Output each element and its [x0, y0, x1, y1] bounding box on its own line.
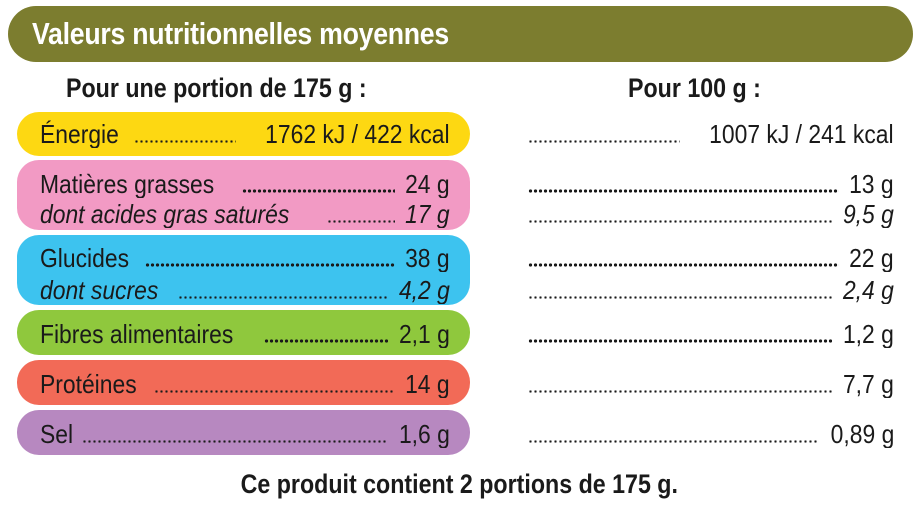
energie-portion-value: 1762 kJ / 422 kcal	[265, 119, 450, 148]
sucres-label: dont sucres	[40, 275, 159, 304]
energie-pill	[17, 112, 470, 156]
sucres-row-portion: dont sucres 4,2 g	[40, 272, 450, 304]
glucides-label: Glucides	[40, 243, 130, 272]
leader-dots	[528, 440, 818, 443]
proteines-row-portion: Protéines 14 g	[40, 366, 450, 398]
sel-row-portion: Sel 1,6 g	[40, 416, 450, 448]
leader-dots	[178, 296, 389, 299]
glucides-row-portion: Glucides 38 g	[40, 240, 450, 272]
sel-label: Sel	[40, 419, 74, 448]
acides-gras-row-portion: dont acides gras saturés 17 g	[40, 196, 450, 228]
sel-row-100g: 0,89 g	[524, 416, 894, 448]
glucides-row-100g: 22 g	[524, 240, 894, 272]
leader-dots	[528, 339, 833, 343]
fibres-portion-value: 2,1 g	[399, 319, 450, 348]
leader-dots	[145, 263, 396, 267]
glucides-100g-value: 22 g	[849, 243, 894, 272]
matieres-grasses-100g-value: 13 g	[849, 169, 894, 198]
sucres-100g-value: 2,4 g	[843, 275, 894, 304]
fibres-pill	[17, 310, 470, 355]
matieres-grasses-pill	[17, 160, 470, 230]
leader-dots	[528, 220, 833, 223]
portions-note-text: Ce produit contient 2 portions de 175 g.	[240, 469, 679, 499]
leader-dots	[528, 140, 681, 143]
proteines-label: Protéines	[40, 369, 137, 398]
proteines-100g-value: 7,7 g	[843, 369, 894, 398]
energie-row-100g: 1007 kJ / 241 kcal	[524, 116, 894, 148]
fibres-label: Fibres alimentaires	[40, 319, 234, 348]
leader-dots	[241, 189, 396, 193]
glucides-pill	[17, 235, 470, 305]
fibres-100g-value: 1,2 g	[843, 319, 894, 348]
matieres-grasses-label: Matières grasses	[40, 169, 215, 198]
page-title: Valeurs nutritionnelles moyennes	[32, 16, 449, 51]
fibres-row-100g: 1,2 g	[524, 316, 894, 348]
sel-pill	[17, 410, 470, 455]
leader-dots	[81, 440, 389, 443]
sel-100g-value: 0,89 g	[830, 419, 894, 448]
energie-row-portion: Énergie 1762 kJ / 422 kcal	[40, 116, 450, 148]
leader-dots	[263, 339, 389, 343]
sel-portion-value: 1,6 g	[399, 419, 450, 448]
proteines-pill	[17, 360, 470, 405]
fibres-row-portion: Fibres alimentaires 2,1 g	[40, 316, 450, 348]
acides-gras-100g-value: 9,5 g	[843, 199, 894, 228]
sucres-row-100g: 2,4 g	[524, 272, 894, 304]
energie-100g-value: 1007 kJ / 241 kcal	[709, 119, 894, 148]
header-per-100g: Pour 100 g :	[628, 73, 761, 103]
proteines-portion-value: 14 g	[405, 369, 450, 398]
leader-dots	[528, 390, 833, 393]
portions-note: Ce produit contient 2 portions de 175 g.	[0, 466, 919, 502]
leader-dots	[528, 189, 840, 193]
leader-dots	[528, 263, 840, 267]
title-bar: Valeurs nutritionnelles moyennes	[8, 6, 913, 62]
acides-gras-label: dont acides gras saturés	[40, 199, 290, 228]
matieres-grasses-row-portion: Matières grasses 24 g	[40, 166, 450, 198]
header-per-portion: Pour une portion de 175 g :	[66, 73, 367, 103]
matieres-grasses-portion-value: 24 g	[405, 169, 450, 198]
glucides-portion-value: 38 g	[405, 243, 450, 272]
proteines-row-100g: 7,7 g	[524, 366, 894, 398]
leader-dots	[528, 296, 833, 299]
leader-dots	[153, 390, 396, 393]
energie-label: Énergie	[40, 119, 119, 148]
sucres-portion-value: 4,2 g	[399, 275, 450, 304]
leader-dots	[327, 220, 396, 223]
acides-gras-portion-value: 17 g	[405, 199, 450, 228]
leader-dots	[133, 140, 237, 143]
matieres-grasses-row-100g: 13 g	[524, 166, 894, 198]
acides-gras-row-100g: 9,5 g	[524, 196, 894, 228]
